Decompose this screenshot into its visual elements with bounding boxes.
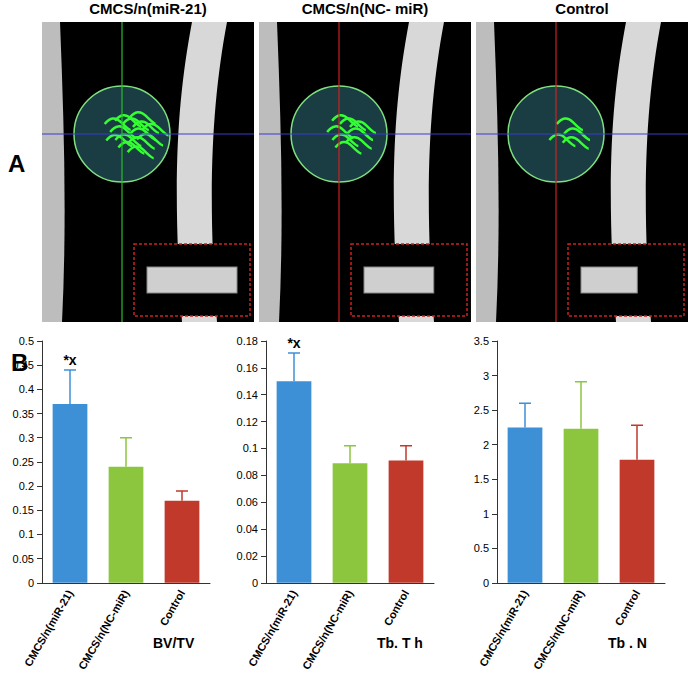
svg-text:*x: *x (287, 335, 300, 351)
svg-text:CMCS/n(miR-21): CMCS/n(miR-21) (22, 588, 76, 669)
svg-text:0.5: 0.5 (19, 335, 34, 347)
svg-text:*x: *x (63, 352, 76, 368)
svg-text:B: B (11, 349, 28, 376)
html-text:Control: Control (555, 0, 609, 17)
html-text:A: A (8, 150, 26, 177)
svg-text:1: 1 (483, 508, 489, 520)
svg-text:0.18: 0.18 (237, 335, 258, 347)
svg-text:0.3: 0.3 (19, 432, 34, 444)
svg-text:0.5: 0.5 (474, 542, 489, 554)
svg-text:2.5: 2.5 (474, 404, 489, 416)
svg-text:0.05: 0.05 (13, 553, 34, 565)
svg-text:0.06: 0.06 (237, 496, 258, 508)
svg-text:2: 2 (483, 439, 489, 451)
svg-text:0.16: 0.16 (237, 362, 258, 374)
svg-text:0.04: 0.04 (237, 523, 258, 535)
svg-text:0.2: 0.2 (19, 480, 34, 492)
svg-text:BV/TV: BV/TV (153, 635, 195, 651)
svg-text:Control: Control (157, 588, 187, 628)
svg-text:0.12: 0.12 (237, 416, 258, 428)
html-text:CMCS/n(NC- miR): CMCS/n(NC- miR) (301, 0, 429, 17)
html-text:CMCS/n(miR-21): CMCS/n(miR-21) (89, 0, 207, 17)
svg-text:0: 0 (28, 577, 34, 589)
svg-text:3: 3 (483, 370, 489, 382)
svg-text:CMCS/n(NC-miR): CMCS/n(NC-miR) (531, 588, 586, 672)
svg-text:0.25: 0.25 (13, 456, 34, 468)
svg-text:3.5: 3.5 (474, 335, 489, 347)
svg-text:Tb . N: Tb . N (608, 635, 647, 651)
svg-text:1.5: 1.5 (474, 473, 489, 485)
svg-text:0.1: 0.1 (19, 528, 34, 540)
svg-text:CMCS/n(NC-miR): CMCS/n(NC-miR) (300, 588, 355, 672)
svg-text:CMCS/n(miR-21): CMCS/n(miR-21) (477, 588, 531, 669)
svg-text:0: 0 (252, 577, 258, 589)
svg-text:Control: Control (612, 588, 642, 628)
svg-text:Tb. T h: Tb. T h (377, 635, 423, 651)
svg-text:0.35: 0.35 (13, 408, 34, 420)
svg-text:CMCS/n(miR-21): CMCS/n(miR-21) (246, 588, 300, 669)
svg-text:CMCS/n(NC-miR): CMCS/n(NC-miR) (76, 588, 131, 672)
svg-text:0.15: 0.15 (13, 504, 34, 516)
svg-text:0.08: 0.08 (237, 469, 258, 481)
svg-text:Control: Control (381, 588, 411, 628)
svg-text:0: 0 (483, 577, 489, 589)
svg-text:0.4: 0.4 (19, 383, 34, 395)
svg-text:0.1: 0.1 (243, 442, 258, 454)
svg-text:0.02: 0.02 (237, 550, 258, 562)
svg-text:0.14: 0.14 (237, 389, 258, 401)
